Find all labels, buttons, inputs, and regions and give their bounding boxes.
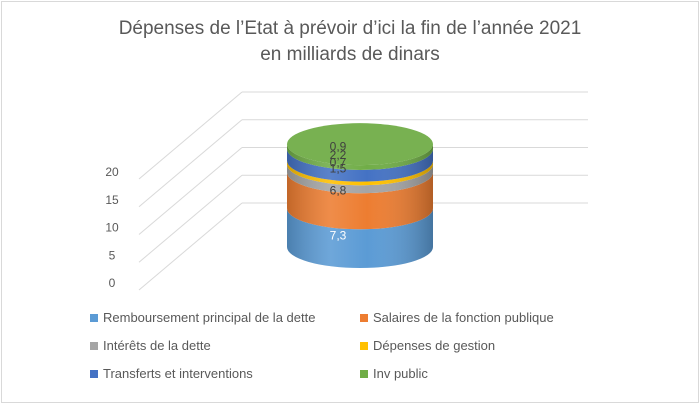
gridline-side — [138, 91, 243, 180]
cylinder-top-cap — [287, 123, 433, 166]
legend-label: Intérêts de la dette — [103, 338, 211, 353]
legend-item: Salaires de la fonction publique — [360, 310, 554, 325]
chart-title-line-1: Dépenses de l’Etat à prévoir d’ici la fi… — [118, 18, 582, 39]
y-tick-label: 10 — [105, 221, 119, 235]
cylinder-segment-shading — [287, 144, 433, 170]
cylinder-segment-shading — [287, 172, 433, 230]
legend-item: Intérêts de la dette — [90, 338, 211, 353]
data-labels: 7,3 6,8 1,50,72,20,9 — [330, 140, 347, 243]
legend-swatch — [90, 369, 98, 378]
chart-title: Dépenses de l’Etat à prévoir d’ici la fi… — [2, 16, 698, 68]
legend-item: Dépenses de gestion — [360, 338, 495, 353]
gridline-side — [138, 174, 243, 263]
legend-item: Inv public — [360, 366, 428, 381]
data-label: 7,3 — [330, 229, 347, 243]
cylinder-segment-shading — [287, 164, 433, 194]
y-tick-label: 20 — [105, 165, 119, 179]
y-axis-ticks: 0 5 10 15 20 — [105, 165, 119, 290]
cylinder-segment-shading — [287, 160, 433, 186]
gridline-side — [138, 119, 243, 208]
legend-label: Transferts et interventions — [103, 366, 253, 381]
data-label: 0,7 — [330, 155, 347, 169]
cylinder-segment-shading — [287, 208, 433, 268]
cylinder-segment-shading — [287, 148, 433, 182]
legend-item: Remboursement principal de la dette — [90, 310, 315, 325]
legend-label: Inv public — [373, 366, 428, 381]
data-label: 6,8 — [330, 183, 347, 197]
legend-swatch — [360, 341, 368, 350]
data-label: 0,9 — [330, 140, 347, 154]
data-label: 2,2 — [330, 148, 347, 162]
gridline-side — [138, 147, 243, 235]
legend-label: Remboursement principal de la dette — [103, 310, 316, 325]
legend-label: Salaires de la fonction publique — [373, 310, 554, 325]
legend-swatch — [90, 313, 98, 322]
y-tick-label: 15 — [105, 193, 119, 207]
cylinder-top-cap-shine — [287, 123, 433, 166]
y-tick-label: 5 — [109, 248, 116, 262]
legend-label: Dépenses de gestion — [373, 338, 496, 353]
legend-swatch — [360, 369, 368, 378]
cylinder-stack — [287, 123, 433, 268]
data-label: 1,5 — [330, 161, 347, 175]
legend-item: Transferts et interventions — [90, 366, 253, 381]
y-tick-label: 0 — [109, 276, 116, 290]
legend-swatch — [90, 341, 98, 350]
legend-swatch — [360, 313, 368, 322]
gridline-side — [138, 202, 243, 291]
chart-title-line-2: en milliards de dinars — [260, 44, 440, 65]
